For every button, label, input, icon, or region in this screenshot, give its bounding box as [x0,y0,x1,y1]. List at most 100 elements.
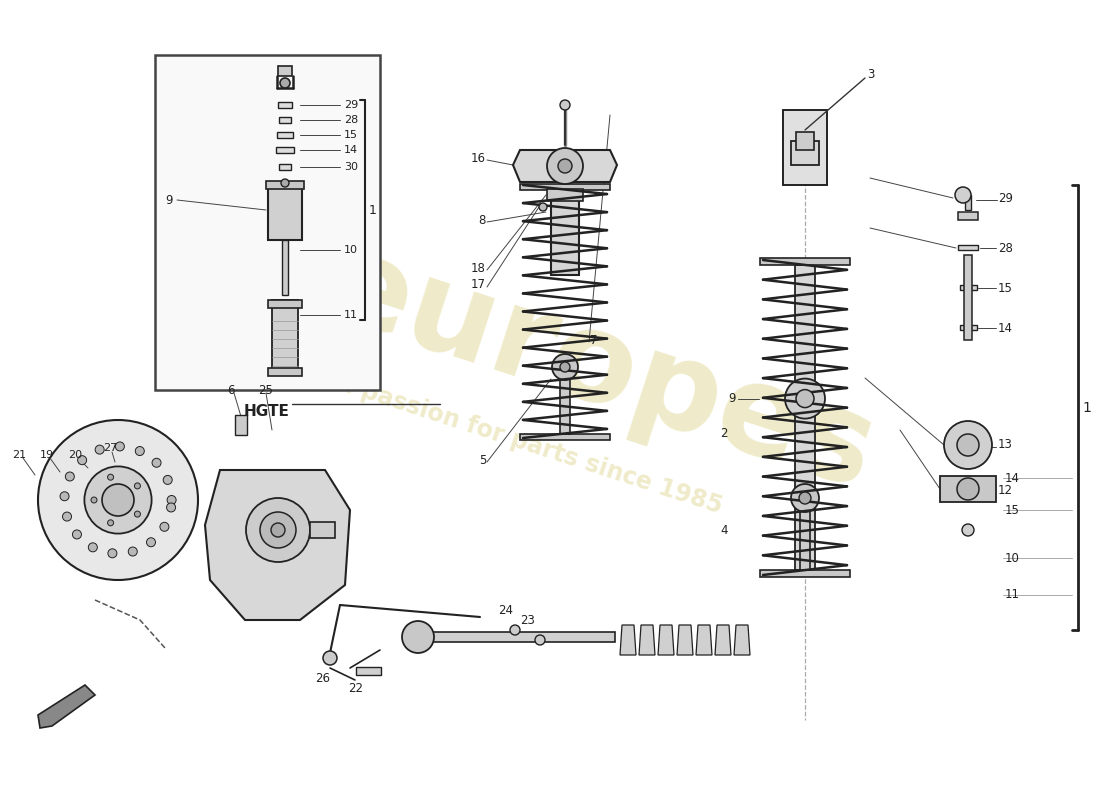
Bar [520,184,610,190]
Text: 20: 20 [68,450,82,460]
Text: 6: 6 [227,383,234,397]
Bar [965,195,971,210]
Text: 11: 11 [344,310,358,320]
Text: 15: 15 [998,282,1013,294]
Circle shape [73,530,81,539]
Text: 10: 10 [1005,551,1020,565]
Bar [420,632,615,642]
Circle shape [535,635,544,645]
Circle shape [39,420,198,580]
Polygon shape [205,470,350,620]
Circle shape [108,474,113,480]
Bar [268,185,302,240]
Circle shape [510,625,520,635]
Circle shape [85,466,152,534]
Polygon shape [658,625,674,655]
Bar [960,325,977,330]
Text: 29: 29 [344,100,359,110]
Circle shape [108,549,117,558]
Circle shape [146,538,155,546]
Text: 14: 14 [1005,471,1020,485]
Text: 2: 2 [720,426,727,440]
Circle shape [108,520,113,526]
Circle shape [962,524,974,536]
Text: 12: 12 [998,483,1013,497]
Circle shape [78,456,87,465]
Bar [800,510,810,570]
Circle shape [560,362,570,372]
Bar [278,66,292,76]
Text: 10: 10 [344,245,358,255]
Text: 23: 23 [520,614,535,626]
Text: 7: 7 [590,334,597,346]
Polygon shape [676,625,693,655]
Circle shape [552,354,578,380]
Circle shape [91,497,97,503]
Bar [958,212,978,220]
Text: 28: 28 [998,242,1013,254]
Circle shape [160,522,169,531]
Text: 24: 24 [498,603,513,617]
Text: 14: 14 [344,145,359,155]
Text: 30: 30 [344,162,358,172]
Text: 13: 13 [998,438,1013,451]
Bar [547,189,583,201]
Circle shape [65,472,75,481]
Bar [268,368,302,376]
Circle shape [957,478,979,500]
Circle shape [102,484,134,516]
Polygon shape [639,625,654,655]
Text: 25: 25 [258,383,273,397]
Text: 1: 1 [368,203,377,217]
Text: 26: 26 [315,671,330,685]
Circle shape [129,547,138,556]
Polygon shape [696,625,712,655]
Text: 1: 1 [1082,401,1091,415]
Bar [279,164,292,170]
Circle shape [796,390,814,408]
Text: 27: 27 [103,443,118,453]
Circle shape [799,492,811,504]
Text: HGTE: HGTE [244,404,290,419]
Bar [278,102,292,108]
Circle shape [134,511,141,517]
Bar [551,185,579,275]
Circle shape [402,621,434,653]
Bar [277,132,293,138]
Bar [272,300,298,370]
Circle shape [271,523,285,537]
Circle shape [116,442,124,451]
Text: 11: 11 [1005,589,1020,602]
Circle shape [163,475,173,485]
Bar [796,132,814,150]
Text: 22: 22 [348,682,363,694]
Circle shape [63,512,72,521]
Bar [282,240,288,295]
Circle shape [88,543,97,552]
Circle shape [152,458,161,467]
Text: 17: 17 [471,278,486,291]
Polygon shape [513,150,617,182]
Circle shape [955,187,971,203]
Text: 3: 3 [867,69,875,82]
Polygon shape [39,685,95,728]
Circle shape [167,495,176,505]
Text: europes: europes [310,225,890,515]
Text: 28: 28 [344,115,359,125]
Circle shape [323,651,337,665]
Bar [940,476,996,502]
Bar [960,285,977,290]
Text: 9: 9 [728,392,736,405]
Circle shape [560,100,570,110]
Bar [310,522,336,538]
Text: 18: 18 [471,262,486,274]
Bar [279,117,292,123]
Circle shape [135,446,144,455]
Text: 21: 21 [12,450,26,460]
Bar [560,379,570,434]
Circle shape [60,492,69,501]
Text: 5: 5 [478,454,486,466]
Bar [958,245,978,250]
Circle shape [166,503,176,512]
Text: 8: 8 [478,214,486,226]
